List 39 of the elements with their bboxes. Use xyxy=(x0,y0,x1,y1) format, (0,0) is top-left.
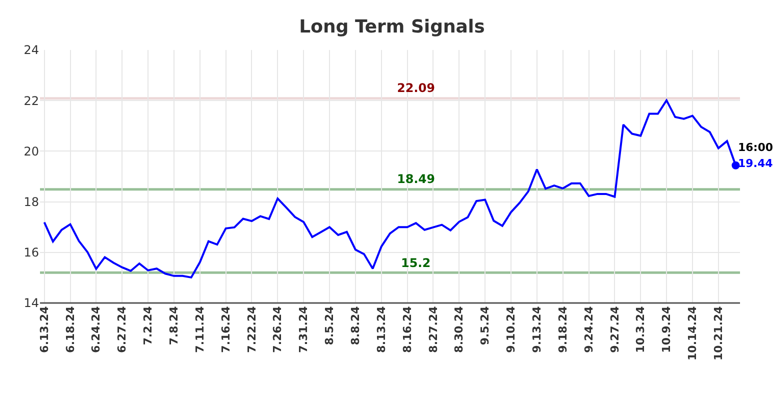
x-tick-label: 6.24.24 xyxy=(90,306,103,353)
x-tick-label: 9.5.24 xyxy=(478,306,492,346)
x-tick-label: 7.8.24 xyxy=(168,306,181,346)
y-tick-label: 16 xyxy=(24,246,39,260)
x-tick-label: 9.18.24 xyxy=(556,306,570,353)
x-tick-label: 9.24.24 xyxy=(582,306,596,353)
x-tick-label: 7.31.24 xyxy=(297,306,310,353)
x-tick-label: 7.26.24 xyxy=(271,306,284,353)
x-tick-label: 7.16.24 xyxy=(219,306,232,353)
x-tick-label: 7.11.24 xyxy=(193,306,206,353)
x-tick-label: 8.5.24 xyxy=(323,306,336,346)
x-tick-label: 6.27.24 xyxy=(116,306,129,353)
x-tick-label: 10.9.24 xyxy=(660,306,674,353)
ref-line-label: 18.49 xyxy=(397,172,435,186)
y-tick-label: 22 xyxy=(24,94,39,108)
x-tick-label: 9.27.24 xyxy=(608,306,622,353)
chart-title: Long Term Signals xyxy=(299,16,485,38)
x-tick-label: 7.2.24 xyxy=(142,306,155,346)
x-tick-label: 8.13.24 xyxy=(374,306,388,353)
x-tick-label: 10.3.24 xyxy=(634,306,648,353)
y-tick-label: 24 xyxy=(24,43,39,58)
annotation: 19.44 xyxy=(738,157,774,170)
x-tick-label: 6.18.24 xyxy=(64,306,77,353)
x-tick-label: 8.8.24 xyxy=(349,306,362,346)
x-tick-label: 8.30.24 xyxy=(452,306,466,353)
x-tick-label: 6.13.24 xyxy=(38,306,51,353)
x-tick-label: 9.13.24 xyxy=(530,306,544,353)
x-tick-label: 9.10.24 xyxy=(504,306,518,353)
x-tick-label: 8.16.24 xyxy=(400,306,414,353)
ref-line-label: 22.09 xyxy=(397,81,435,95)
x-tick-label: 7.22.24 xyxy=(245,306,258,353)
y-tick-label: 18 xyxy=(24,195,39,209)
x-tick-label: 10.14.24 xyxy=(686,306,700,360)
ref-line-label: 15.2 xyxy=(401,256,431,270)
y-tick-label: 20 xyxy=(24,144,39,158)
annotation: 16:00 xyxy=(738,141,774,154)
x-tick-label: 10.21.24 xyxy=(712,306,725,360)
y-tick-label: 14 xyxy=(24,296,39,310)
x-tick-label: 8.27.24 xyxy=(426,306,440,353)
